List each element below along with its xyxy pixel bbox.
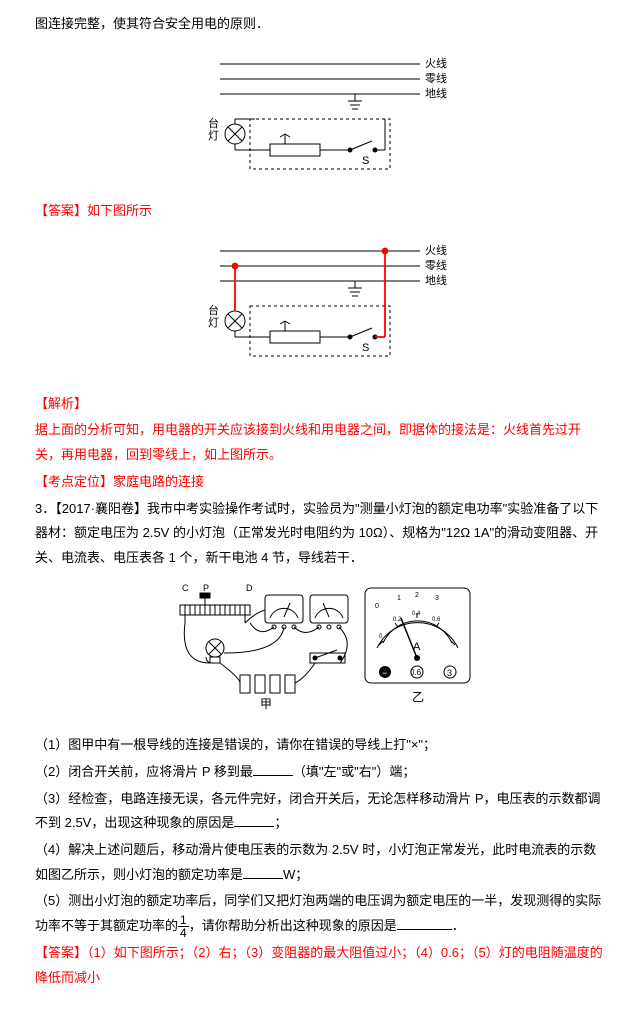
svg-text:−: −	[382, 668, 387, 678]
svg-text:P: P	[203, 583, 209, 593]
analysis-label: 【解析】	[35, 392, 605, 417]
q3-5: （5）测出小灯泡的额定功率后，同学们又把灯泡两端的电压调为额定电压的一半，发现测…	[35, 889, 605, 939]
q3-2: （2）闭合开关前，应将滑片 P 移到最（填"左"或"右"）端；	[35, 760, 605, 785]
blank	[397, 917, 452, 930]
svg-text:3: 3	[435, 595, 439, 602]
blank	[243, 866, 283, 879]
svg-text:0.6: 0.6	[432, 617, 441, 623]
label-neutral: 零线	[425, 71, 447, 85]
topic-line: 【考点定位】家庭电路的连接	[35, 470, 605, 495]
svg-text:3: 3	[447, 668, 452, 678]
q3-answer: 【答案】（1）如下图所示；（2）右；（3）变阻器的最大阻值过小；（4）0.6；（…	[35, 941, 605, 990]
svg-text:台: 台	[208, 303, 219, 317]
label-fire: 火线	[425, 56, 447, 70]
svg-text:2: 2	[415, 592, 419, 599]
blank	[234, 814, 274, 827]
svg-text:1: 1	[397, 595, 401, 602]
intro-line: 图连接完整，使其符合安全用电的原则．	[35, 12, 605, 37]
svg-text:0: 0	[375, 603, 379, 610]
svg-text:0.2: 0.2	[393, 617, 402, 623]
q3-1: （1）图甲中有一根导线的连接是错误的，请你在错误的导线上打"×"；	[35, 733, 605, 758]
q3-header: 3．【2017·襄阳卷】我市中考实验操作考试时，实验员为"测量小灯泡的额定电功率…	[35, 497, 605, 571]
svg-text:0.4: 0.4	[412, 611, 421, 617]
svg-text:S: S	[362, 342, 369, 354]
svg-text:火线: 火线	[425, 243, 447, 257]
svg-text:灯: 灯	[208, 316, 219, 329]
q3-3: （3）经检查，电路连接无误，各元件完好，闭合开关后，无论怎样移动滑片 P，电压表…	[35, 787, 605, 836]
label-s: S	[362, 155, 369, 167]
blank	[253, 763, 293, 776]
circuit-diagram-2: 火线 零线 地线 台 灯 S	[35, 236, 605, 380]
label-ground: 地线	[425, 86, 447, 100]
svg-text:地线: 地线	[425, 273, 447, 287]
svg-text:A: A	[413, 641, 421, 653]
circuit-diagram-1: 火线 零线 地线 台 灯 S	[35, 49, 605, 188]
svg-text:C: C	[182, 583, 189, 593]
label-jia: 甲	[260, 697, 272, 711]
q3-4: （4）解决上述问题后，移动滑片使电压表的示数为 2.5V 时，小灯泡正常发光，此…	[35, 838, 605, 887]
svg-text:灯: 灯	[208, 129, 219, 142]
svg-text:0.6: 0.6	[410, 668, 422, 677]
answer-label: 【答案】如下图所示	[35, 199, 605, 224]
experiment-diagram: C P D 甲 − 0.6 3	[35, 583, 605, 722]
analysis-text: 据上面的分析可知，用电器的开关应该接到火线和用电器之间，即据体的接法是：火线首先…	[35, 418, 605, 467]
svg-text:零线: 零线	[425, 258, 447, 272]
svg-text:D: D	[246, 583, 253, 593]
label-yi: 乙	[412, 690, 424, 704]
fraction: 14	[178, 914, 189, 939]
label-lamp: 台	[208, 116, 219, 130]
